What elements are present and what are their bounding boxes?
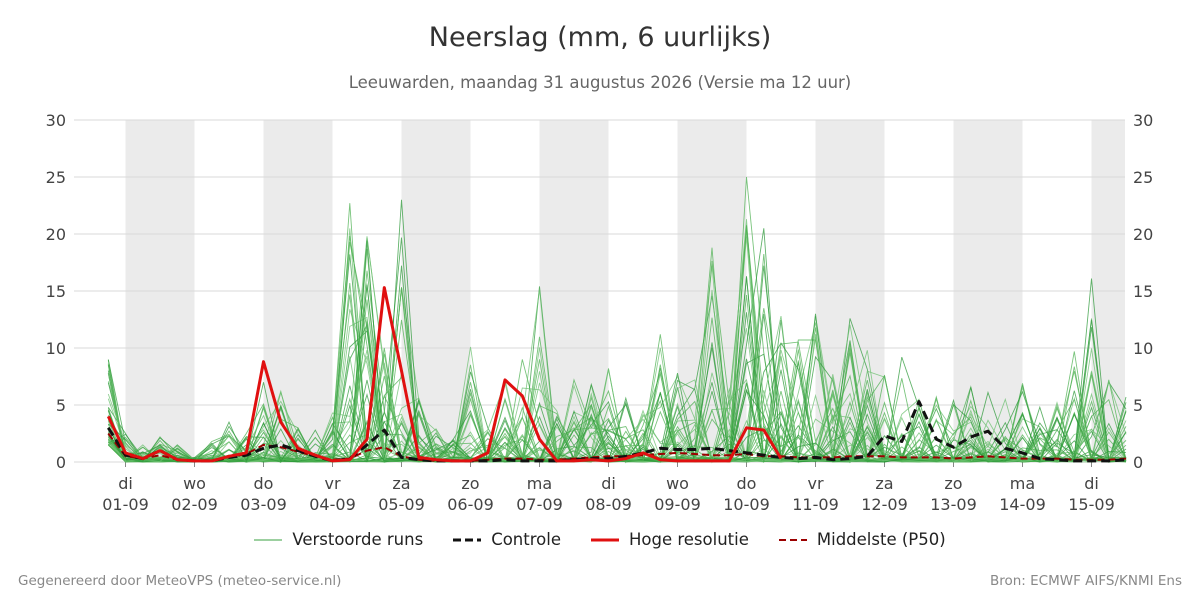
x-tick-day: vr — [807, 474, 823, 493]
y-axis-left: 0 5 10 15 20 25 30 — [46, 111, 66, 472]
legend-label-ensemble: Verstoorde runs — [292, 530, 424, 549]
x-tick-day: zo — [461, 474, 479, 493]
x-tick-date: 05-09 — [378, 495, 425, 514]
y-tick-left: 0 — [56, 453, 66, 472]
footer-source: Bron: ECMWF AIFS/KNMI Ens — [989, 573, 1182, 589]
y-tick-left: 20 — [46, 225, 66, 244]
x-tick-day: za — [875, 474, 893, 493]
x-tick-day: di — [1084, 474, 1099, 493]
y-tick-left: 30 — [46, 111, 66, 130]
x-tick-day: di — [601, 474, 616, 493]
y-tick-left: 5 — [56, 396, 66, 415]
x-tick-date: 15-09 — [1068, 495, 1115, 514]
x-tick-day: zo — [944, 474, 962, 493]
y-tick-left: 25 — [46, 168, 66, 187]
y-tick-right: 0 — [1133, 453, 1143, 472]
x-tick-day: vr — [324, 474, 340, 493]
x-tick-date: 11-09 — [792, 495, 839, 514]
y-tick-left: 10 — [46, 339, 66, 358]
x-tick-date: 01-09 — [102, 495, 149, 514]
chart-subtitle: Leeuwarden, maandag 31 augustus 2026 (Ve… — [348, 73, 852, 92]
x-tick-date: 12-09 — [861, 495, 908, 514]
y-tick-right: 5 — [1133, 396, 1143, 415]
legend-item-median: Middelste (P50) — [778, 530, 946, 549]
hires-line-group — [106, 286, 783, 463]
x-tick-day: wo — [183, 474, 206, 493]
legend: Verstoorde runs Controle Hoge resolutie … — [0, 530, 1200, 549]
x-tick-day: do — [254, 474, 274, 493]
x-tick-date: 03-09 — [240, 495, 287, 514]
y-axis-right: 0 5 10 15 20 25 30 — [1133, 111, 1153, 472]
median-line-group — [107, 432, 1127, 462]
y-tick-right: 10 — [1133, 339, 1153, 358]
y-tick-right: 25 — [1133, 168, 1153, 187]
x-tick-day: di — [118, 474, 133, 493]
legend-label-hires: Hoge resolutie — [628, 530, 749, 549]
x-tick-date: 02-09 — [171, 495, 218, 514]
x-tick-date: 04-09 — [309, 495, 356, 514]
x-tick-day: ma — [527, 474, 552, 493]
x-tick-day: do — [737, 474, 757, 493]
y-tick-left: 15 — [46, 282, 66, 301]
x-tick-date: 07-09 — [516, 495, 563, 514]
legend-item-ensemble: Verstoorde runs — [254, 530, 423, 549]
legend-swatch-hires — [590, 538, 619, 541]
x-tick-day: ma — [1010, 474, 1035, 493]
hires-line — [106, 286, 783, 463]
x-tick-date: 13-09 — [930, 495, 977, 514]
x-tick-date: 10-09 — [723, 495, 770, 514]
x-tick-day: za — [392, 474, 410, 493]
legend-item-control: Controle — [453, 530, 561, 549]
footer-generator: Gegenereerd door MeteoVPS (meteo-service… — [18, 573, 342, 589]
legend-label-control: Controle — [491, 530, 561, 549]
y-tick-right: 20 — [1133, 225, 1153, 244]
legend-swatch-median — [778, 538, 807, 541]
median-line — [107, 432, 1127, 462]
legend-swatch-control — [453, 538, 482, 541]
x-tick-date: 09-09 — [654, 495, 701, 514]
x-tick-day: wo — [666, 474, 689, 493]
legend-item-hires: Hoge resolutie — [590, 530, 749, 549]
x-tick-date: 14-09 — [999, 495, 1046, 514]
y-tick-right: 30 — [1133, 111, 1153, 130]
x-tick-date: 06-09 — [447, 495, 494, 514]
legend-swatch-ensemble — [254, 539, 283, 540]
legend-label-median: Middelste (P50) — [816, 530, 946, 549]
x-tick-date: 08-09 — [585, 495, 632, 514]
chart-title: Neerslag (mm, 6 uurlijks) — [428, 22, 772, 53]
y-tick-right: 15 — [1133, 282, 1153, 301]
x-axis: di 01-09 wo 02-09 do 03-09 vr 04-09 za 05-09 zo 06-… — [102, 462, 1115, 514]
